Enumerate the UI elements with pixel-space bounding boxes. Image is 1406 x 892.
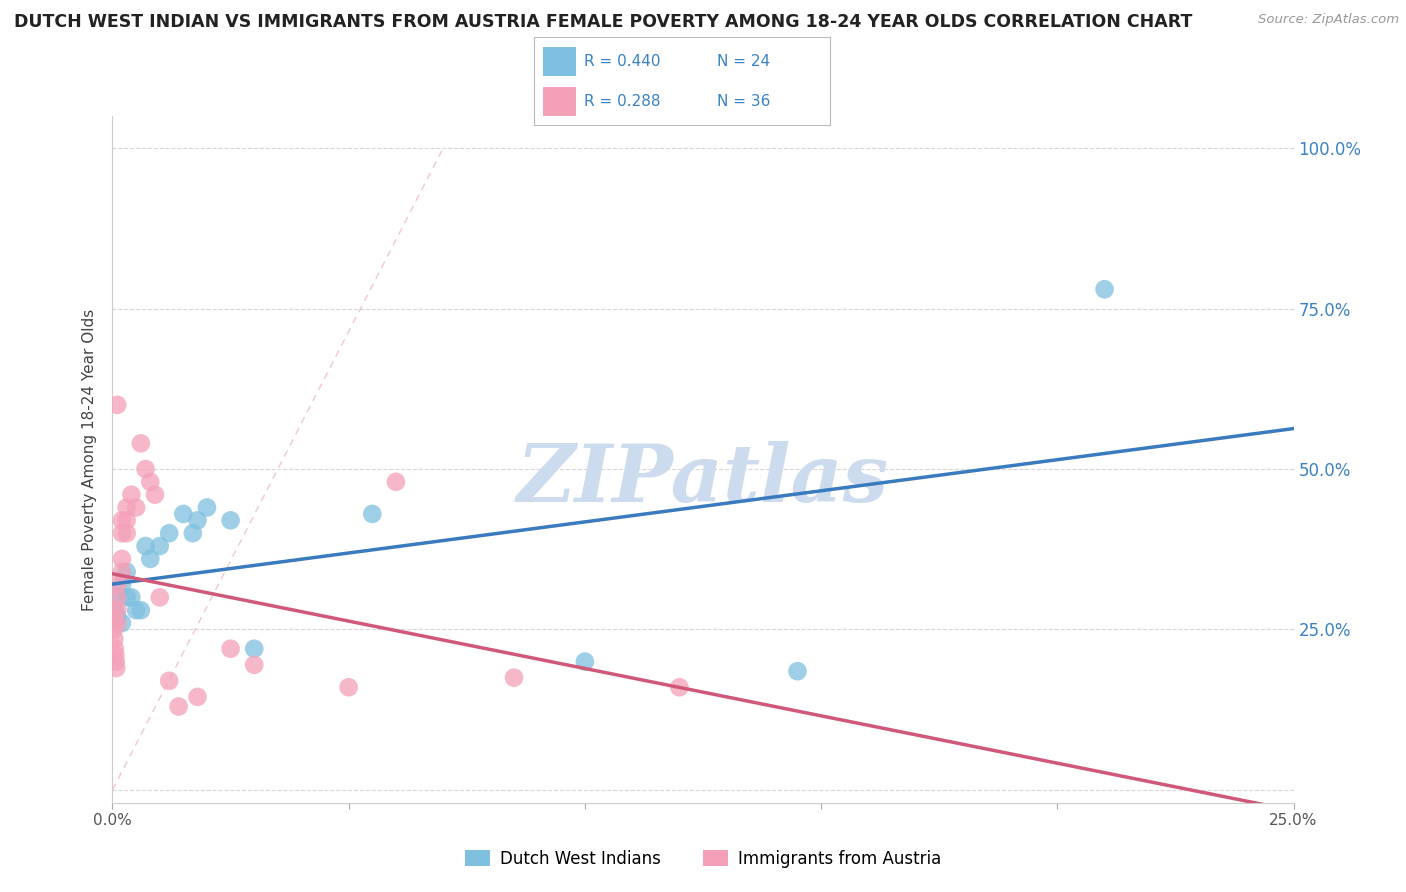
Point — [105, 398, 128, 412]
Point — [111, 616, 134, 631]
Text: R = 0.440: R = 0.440 — [585, 54, 661, 69]
Point — [115, 500, 138, 515]
Point — [129, 603, 152, 617]
Y-axis label: Female Poverty Among 18-24 Year Olds: Female Poverty Among 18-24 Year Olds — [82, 309, 97, 610]
Point — [103, 613, 125, 627]
Point — [219, 513, 242, 527]
Point — [101, 603, 124, 617]
Point — [115, 591, 138, 605]
Point — [337, 680, 360, 694]
Point — [503, 671, 526, 685]
Point — [1094, 282, 1116, 296]
Point — [111, 565, 134, 579]
Point — [105, 603, 128, 617]
Point — [103, 632, 125, 646]
Point — [139, 552, 162, 566]
Point — [111, 552, 134, 566]
Point — [186, 690, 208, 704]
Point — [125, 500, 148, 515]
Text: ZIPatlas: ZIPatlas — [517, 442, 889, 519]
Point — [786, 664, 808, 678]
Point — [103, 623, 125, 637]
Point — [186, 513, 208, 527]
Point — [135, 539, 157, 553]
Point — [149, 591, 172, 605]
Point — [104, 648, 127, 662]
Point — [167, 699, 190, 714]
Point — [181, 526, 204, 541]
Point — [129, 436, 152, 450]
Point — [195, 500, 218, 515]
Point — [243, 641, 266, 656]
Point — [115, 513, 138, 527]
Point — [574, 655, 596, 669]
Point — [111, 526, 134, 541]
Text: N = 24: N = 24 — [717, 54, 770, 69]
Point — [157, 673, 180, 688]
Text: R = 0.288: R = 0.288 — [585, 95, 661, 109]
Point — [104, 603, 127, 617]
Point — [172, 507, 194, 521]
Point — [104, 655, 127, 669]
Text: Source: ZipAtlas.com: Source: ZipAtlas.com — [1258, 13, 1399, 27]
Text: N = 36: N = 36 — [717, 95, 770, 109]
Point — [105, 616, 128, 631]
Point — [125, 603, 148, 617]
Point — [104, 641, 127, 656]
Point — [105, 591, 128, 605]
Point — [157, 526, 180, 541]
Point — [111, 513, 134, 527]
Legend: Dutch West Indians, Immigrants from Austria: Dutch West Indians, Immigrants from Aust… — [458, 844, 948, 875]
Point — [115, 526, 138, 541]
Point — [219, 641, 242, 656]
Point — [105, 591, 128, 605]
Point — [105, 577, 128, 591]
Point — [120, 488, 142, 502]
Point — [143, 488, 166, 502]
Point — [105, 609, 128, 624]
FancyBboxPatch shape — [543, 47, 575, 76]
Point — [139, 475, 162, 489]
Point — [105, 661, 128, 675]
Point — [361, 507, 384, 521]
Point — [111, 577, 134, 591]
Point — [120, 591, 142, 605]
FancyBboxPatch shape — [543, 87, 575, 116]
Text: DUTCH WEST INDIAN VS IMMIGRANTS FROM AUSTRIA FEMALE POVERTY AMONG 18-24 YEAR OLD: DUTCH WEST INDIAN VS IMMIGRANTS FROM AUS… — [14, 13, 1192, 31]
Point — [115, 565, 138, 579]
Point — [135, 462, 157, 476]
Point — [149, 539, 172, 553]
Point — [385, 475, 408, 489]
Point — [668, 680, 690, 694]
Point — [243, 657, 266, 672]
